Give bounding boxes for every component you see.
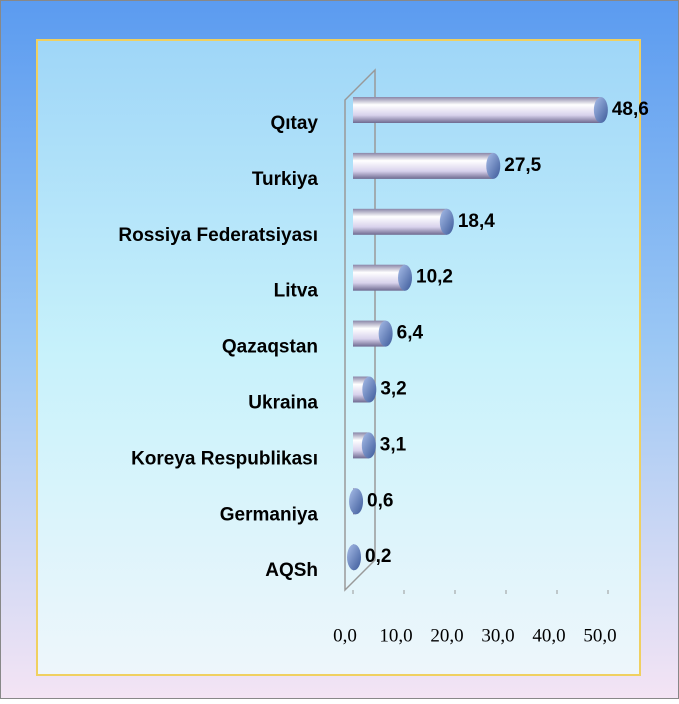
axis-wall bbox=[344, 68, 376, 592]
bar-cap bbox=[593, 97, 608, 123]
bar-cap bbox=[349, 488, 364, 515]
category-label: Ukraina bbox=[248, 393, 318, 414]
value-label: 3,1 bbox=[380, 434, 407, 455]
category-label: Qıtay bbox=[270, 113, 318, 134]
value-label: 0,6 bbox=[367, 490, 393, 511]
value-label: 10,2 bbox=[416, 267, 453, 288]
category-label: AQSh bbox=[265, 560, 318, 581]
bar-cap bbox=[347, 544, 362, 571]
bar-cap bbox=[378, 320, 393, 347]
value-label: 48,6 bbox=[612, 99, 649, 120]
bar bbox=[353, 320, 393, 347]
bar-body bbox=[353, 264, 406, 291]
x-tick-label: 50,0 bbox=[583, 625, 616, 646]
value-label: 3,2 bbox=[380, 379, 406, 400]
bar-cap bbox=[486, 152, 501, 179]
value-label: 6,4 bbox=[397, 323, 424, 344]
bar bbox=[353, 432, 376, 459]
value-label: 0,2 bbox=[365, 546, 391, 567]
bar bbox=[347, 544, 362, 571]
category-label: Germaniya bbox=[220, 504, 319, 525]
bar bbox=[353, 208, 454, 235]
category-label: Litva bbox=[274, 281, 319, 302]
x-tick-label: 10,0 bbox=[379, 625, 412, 646]
category-label: Rossiya Federatsiyası bbox=[118, 225, 318, 246]
x-tick-label: 30,0 bbox=[481, 625, 514, 646]
bar-body bbox=[353, 208, 447, 235]
x-tick-label: 0,0 bbox=[333, 625, 357, 646]
plot-panel bbox=[36, 39, 641, 676]
bar bbox=[353, 97, 608, 123]
bar-cap bbox=[439, 208, 454, 235]
bar bbox=[353, 152, 501, 179]
bar bbox=[353, 264, 413, 291]
bar-cap bbox=[398, 264, 413, 291]
value-label: 18,4 bbox=[458, 211, 495, 232]
category-label: Koreya Respublikası bbox=[131, 448, 318, 469]
x-tick-label: 20,0 bbox=[430, 625, 463, 646]
bar bbox=[353, 376, 377, 403]
bar bbox=[349, 488, 364, 515]
bar-body bbox=[353, 97, 601, 123]
category-label: Turkiya bbox=[252, 169, 319, 190]
category-label: Qazaqstan bbox=[222, 337, 318, 358]
value-label: 27,5 bbox=[504, 155, 541, 176]
bar-cap bbox=[362, 376, 377, 403]
bar-cap bbox=[361, 432, 376, 459]
bar-body bbox=[353, 152, 494, 179]
x-tick-label: 40,0 bbox=[532, 625, 565, 646]
